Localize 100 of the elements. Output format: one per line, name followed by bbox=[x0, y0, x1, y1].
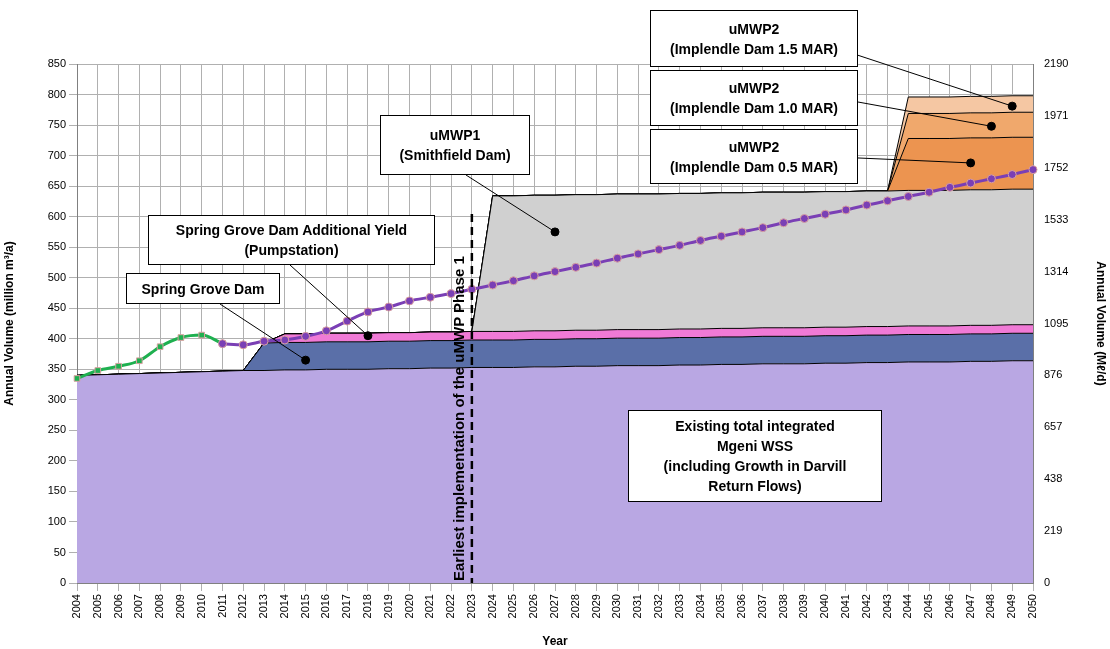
point bbox=[488, 280, 498, 290]
point bbox=[571, 262, 581, 272]
point bbox=[198, 331, 206, 339]
x-tick-label: 2026 bbox=[527, 594, 540, 619]
y2-tick-label: 1095 bbox=[1044, 316, 1069, 329]
y-tick-label: 650 bbox=[47, 179, 66, 192]
ref-line-label: Earliest implementation of the uMWP Phase 1 bbox=[450, 256, 468, 581]
y-tick-label: 50 bbox=[53, 545, 66, 558]
callout-box: Spring Grove Dam bbox=[126, 273, 280, 304]
point bbox=[924, 187, 934, 197]
annotation: uMWP2 (Implendle Dam 1.0 MAR) bbox=[669, 79, 839, 118]
y2-tick-label: 1314 bbox=[1044, 264, 1069, 277]
y-tick-label: 500 bbox=[47, 270, 66, 283]
point bbox=[301, 331, 311, 341]
x-tick-label: 2007 bbox=[132, 594, 145, 619]
y-tick-label: 250 bbox=[47, 423, 66, 436]
y-tick-label: 300 bbox=[47, 392, 66, 405]
point bbox=[136, 357, 143, 365]
callout-box: uMWP2 (Implendle Dam 1.5 MAR) bbox=[650, 10, 858, 67]
point bbox=[592, 258, 602, 268]
point bbox=[903, 192, 913, 201]
point bbox=[156, 343, 164, 351]
y2-tick-label: 219 bbox=[1044, 524, 1063, 537]
point bbox=[612, 253, 622, 263]
y-tick-label: 150 bbox=[47, 484, 66, 497]
x-tick-label: 2029 bbox=[589, 594, 602, 619]
y2-tick-label: 0 bbox=[1044, 576, 1051, 589]
point bbox=[695, 235, 705, 245]
x-tick-label: 2037 bbox=[755, 594, 768, 619]
x-tick-label: 2040 bbox=[818, 594, 831, 619]
point bbox=[675, 240, 685, 250]
callout-box: uMWP2 (Implendle Dam 1.0 MAR) bbox=[650, 70, 858, 126]
y-tick-label: 350 bbox=[47, 362, 66, 375]
x-tick-label: 2005 bbox=[90, 594, 103, 619]
x-tick-label: 2027 bbox=[548, 594, 561, 619]
x-tick-label: 2050 bbox=[1026, 594, 1039, 619]
point bbox=[529, 271, 539, 281]
x-tick-label: 2006 bbox=[111, 594, 124, 619]
point bbox=[94, 367, 102, 374]
point bbox=[405, 296, 415, 306]
y-tick-label: 750 bbox=[47, 118, 66, 131]
x-axis-title: Year bbox=[542, 634, 569, 649]
x-tick-label: 2032 bbox=[651, 594, 664, 619]
point bbox=[550, 267, 560, 277]
x-tick-label: 2030 bbox=[610, 594, 623, 619]
x-tick-label: 2038 bbox=[776, 594, 789, 619]
y-tick-label: 550 bbox=[47, 240, 66, 253]
callout-box: uMWP1 (Smithfield Dam) bbox=[380, 115, 530, 175]
x-tick-label: 2013 bbox=[257, 594, 270, 619]
x-tick-label: 2045 bbox=[922, 594, 935, 619]
point bbox=[177, 334, 185, 341]
x-tick-label: 2046 bbox=[942, 594, 955, 619]
x-tick-label: 2024 bbox=[485, 594, 498, 619]
point bbox=[966, 178, 976, 188]
point bbox=[1007, 170, 1017, 180]
x-tick-label: 2010 bbox=[194, 594, 207, 619]
annotation: Spring Grove Dam Additional Yield (Pumpstation) bbox=[175, 221, 408, 260]
callout-box: Existing total integrated Mgeni WSS (including Growth in Darvill Return Flows) bbox=[628, 410, 882, 502]
x-tick-label: 2019 bbox=[381, 594, 394, 619]
x-tick-label: 2020 bbox=[402, 594, 415, 619]
x-tick-label: 2042 bbox=[859, 594, 872, 619]
y-tick-label: 600 bbox=[47, 209, 66, 222]
x-tick-label: 2011 bbox=[215, 594, 228, 618]
x-tick-label: 2035 bbox=[714, 594, 727, 619]
y-tick-label: 400 bbox=[47, 331, 66, 344]
y2-axis-title: Annual Volume (Mℓ/d) bbox=[1094, 261, 1109, 386]
annotation: uMWP2 (Implendle Dam 1.5 MAR) bbox=[669, 19, 839, 59]
point bbox=[716, 231, 726, 241]
y2-tick-label: 1752 bbox=[1044, 160, 1069, 173]
y-tick-label: 850 bbox=[47, 57, 66, 70]
x-tick-label: 2015 bbox=[298, 594, 311, 619]
y-tick-label: 800 bbox=[47, 87, 66, 100]
x-tick-label: 2049 bbox=[1005, 594, 1018, 619]
point bbox=[238, 340, 248, 350]
x-tick-label: 2034 bbox=[693, 594, 706, 619]
point bbox=[986, 174, 996, 184]
callout-box: uMWP2 (Implendle Dam 0.5 MAR) bbox=[650, 129, 858, 184]
point bbox=[425, 292, 435, 302]
point bbox=[363, 307, 373, 317]
x-tick-label: 2044 bbox=[901, 594, 914, 619]
point bbox=[799, 213, 809, 223]
point bbox=[883, 196, 893, 206]
y-axis-title: Annual Volume (million m³/a) bbox=[1, 241, 16, 406]
x-tick-label: 2018 bbox=[360, 594, 373, 619]
annotation: uMWP1 (Smithfield Dam) bbox=[399, 126, 511, 165]
x-tick-label: 2033 bbox=[672, 594, 685, 619]
x-tick-label: 2048 bbox=[984, 594, 997, 619]
x-tick-label: 2022 bbox=[444, 594, 457, 619]
x-tick-label: 2047 bbox=[963, 594, 976, 619]
x-tick-label: 2004 bbox=[70, 594, 83, 619]
x-tick-label: 2039 bbox=[797, 594, 810, 619]
annotation: Spring Grove Dam bbox=[141, 279, 265, 299]
point bbox=[820, 209, 830, 219]
point bbox=[737, 227, 747, 237]
point bbox=[1028, 165, 1038, 175]
y-tick-label: 700 bbox=[47, 148, 66, 161]
x-tick-label: 2021 bbox=[423, 594, 436, 619]
point bbox=[384, 302, 394, 312]
point bbox=[945, 182, 955, 192]
point bbox=[841, 205, 851, 215]
